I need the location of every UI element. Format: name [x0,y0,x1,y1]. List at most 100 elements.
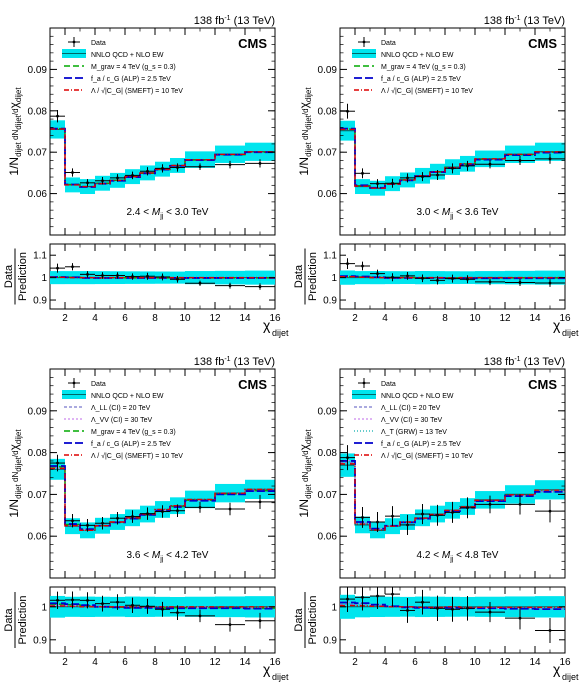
data-point [161,510,164,513]
ratio-frame [49,586,276,654]
legend-label: Λ / √|C_G| (SMEFT) = 10 TeV [91,87,183,95]
ratio-label-bottom: Prediction [307,596,319,645]
mass-bin-label-part: < 4.2 TeV [163,550,208,561]
x-tick-label: 16 [269,657,281,668]
x-tick-label: 4 [92,313,98,324]
y-axis-label-part: χ [297,101,311,108]
ratio-data-point [116,274,119,277]
ratio-label-top: Data [3,608,15,632]
x-axis-label-sub: dijet [272,328,289,338]
ratio-data-point [86,598,89,602]
legend-key-data [362,40,366,44]
data-point [71,519,74,523]
legend-label: f_a / c_G (ALP) = 2.5 TeV [381,441,461,448]
ratio-y-axis-label: Data Prediction [3,248,29,305]
data-point [421,175,424,179]
x-tick-label: 8 [442,313,448,324]
main-plot-area [340,445,565,539]
legend-label: NNLO QCD + NLO EW [91,52,164,59]
ratio-model-line-alp [50,602,275,610]
ratio-data-point [116,600,119,604]
ratio-plot-area [50,263,275,290]
y-axis-label-part: 1/N [7,157,21,176]
y-tick-label: 0.09 [28,406,48,417]
lumi-label: 138 fb-1 (13 TeV) [484,15,565,27]
data-point [421,512,424,516]
ratio-data-point [376,594,379,598]
data-point [451,166,454,170]
energy-label: (13 TeV) [231,356,275,368]
y-tick-label: 0.07 [28,490,48,501]
y-tick-label: 0.06 [318,532,338,543]
lumi-value: 138 fb [484,15,515,27]
ratio-data-point [161,275,164,279]
ratio-y-axis-label: Data Prediction [293,248,319,305]
y-tick-label: 0.09 [318,65,338,76]
mass-bin-label-part: < 3.0 TeV [163,207,208,218]
y-axis-label-part: dijet [14,483,23,498]
y-axis-label-part: /d [11,108,20,115]
data-point [131,173,134,177]
ratio-data-point [488,610,492,614]
x-tick-label: 12 [209,313,221,324]
lumi-value: 138 fb [194,15,225,27]
ratio-data-point [101,274,104,277]
ratio-data-point [258,619,262,623]
y-tick-label: 0.07 [318,490,338,501]
x-tick-label: 12 [499,657,511,668]
mass-bin-label-part: M [442,207,451,218]
x-tick-label: 4 [92,657,98,668]
main-plot-area [50,454,275,539]
data-point [161,166,164,170]
cms-label: CMS [528,36,557,51]
ratio-y-tick-label: 0.9 [33,296,47,307]
main-plot-area [340,103,565,196]
y-axis-label: 1/Ndijet dNdijet/dχdijet [297,429,313,518]
data-point [198,505,202,509]
ratio-data-point [376,272,379,275]
x-axis-label: χ [263,661,271,677]
lumi-sup: -1 [224,15,230,22]
data-point [71,171,74,174]
legend-label: M_grav = 4 TeV (g_s = 0.3) [91,429,176,436]
ratio-data-point [466,606,469,610]
ratio-data-point [421,600,424,604]
legend-key-data [72,40,76,44]
mass-bin-label: 3.0 < Mjj < 3.6 TeV [417,207,499,220]
x-tick-label: 8 [152,313,158,324]
y-axis-label-part: /d [301,108,310,115]
ratio-frame [339,586,566,654]
y-axis-label-part: /d [301,450,310,457]
ratio-label-bottom: Prediction [17,252,29,301]
ratio-data-point [346,262,349,266]
y-tick-label: 0.06 [318,189,338,200]
lumi-value: 138 fb [194,356,225,368]
ratio-data-point [71,598,74,602]
data-point [466,164,469,168]
legend-label: Data [381,40,396,47]
legend-label: M_grav = 4 TeV (g_s = 0.3) [381,64,466,71]
x-axis-label: χ [263,317,271,333]
x-tick-label: 2 [62,313,68,324]
data-point [548,509,552,513]
legend-label: Data [381,381,396,388]
ratio-data-point [228,284,232,288]
y-axis-label-part: dijet [14,429,23,444]
data-point [518,159,522,162]
ratio-data-point [146,604,149,608]
ratio-data-point [451,607,454,611]
y-axis-label-part: χ [7,443,21,450]
chart-panel-1: 0.060.070.080.090.911.12 4 6 8 10 12 14 16χ dije… [3,15,289,338]
ratio-label-top: Data [293,608,305,632]
ratio-data-point [56,266,59,270]
y-axis-label-part: dijet [14,114,23,129]
data-point [116,176,119,180]
y-axis-label-part: χ [7,101,21,108]
data-point [406,176,409,180]
y-tick-label: 0.09 [28,65,48,76]
legend-label: Data [91,381,106,388]
y-tick-label: 0.08 [318,106,338,117]
y-axis-label-part: dijet [14,141,23,156]
legend-key-data [362,381,366,385]
mass-bin-label-part: 3.6 < [127,550,152,561]
